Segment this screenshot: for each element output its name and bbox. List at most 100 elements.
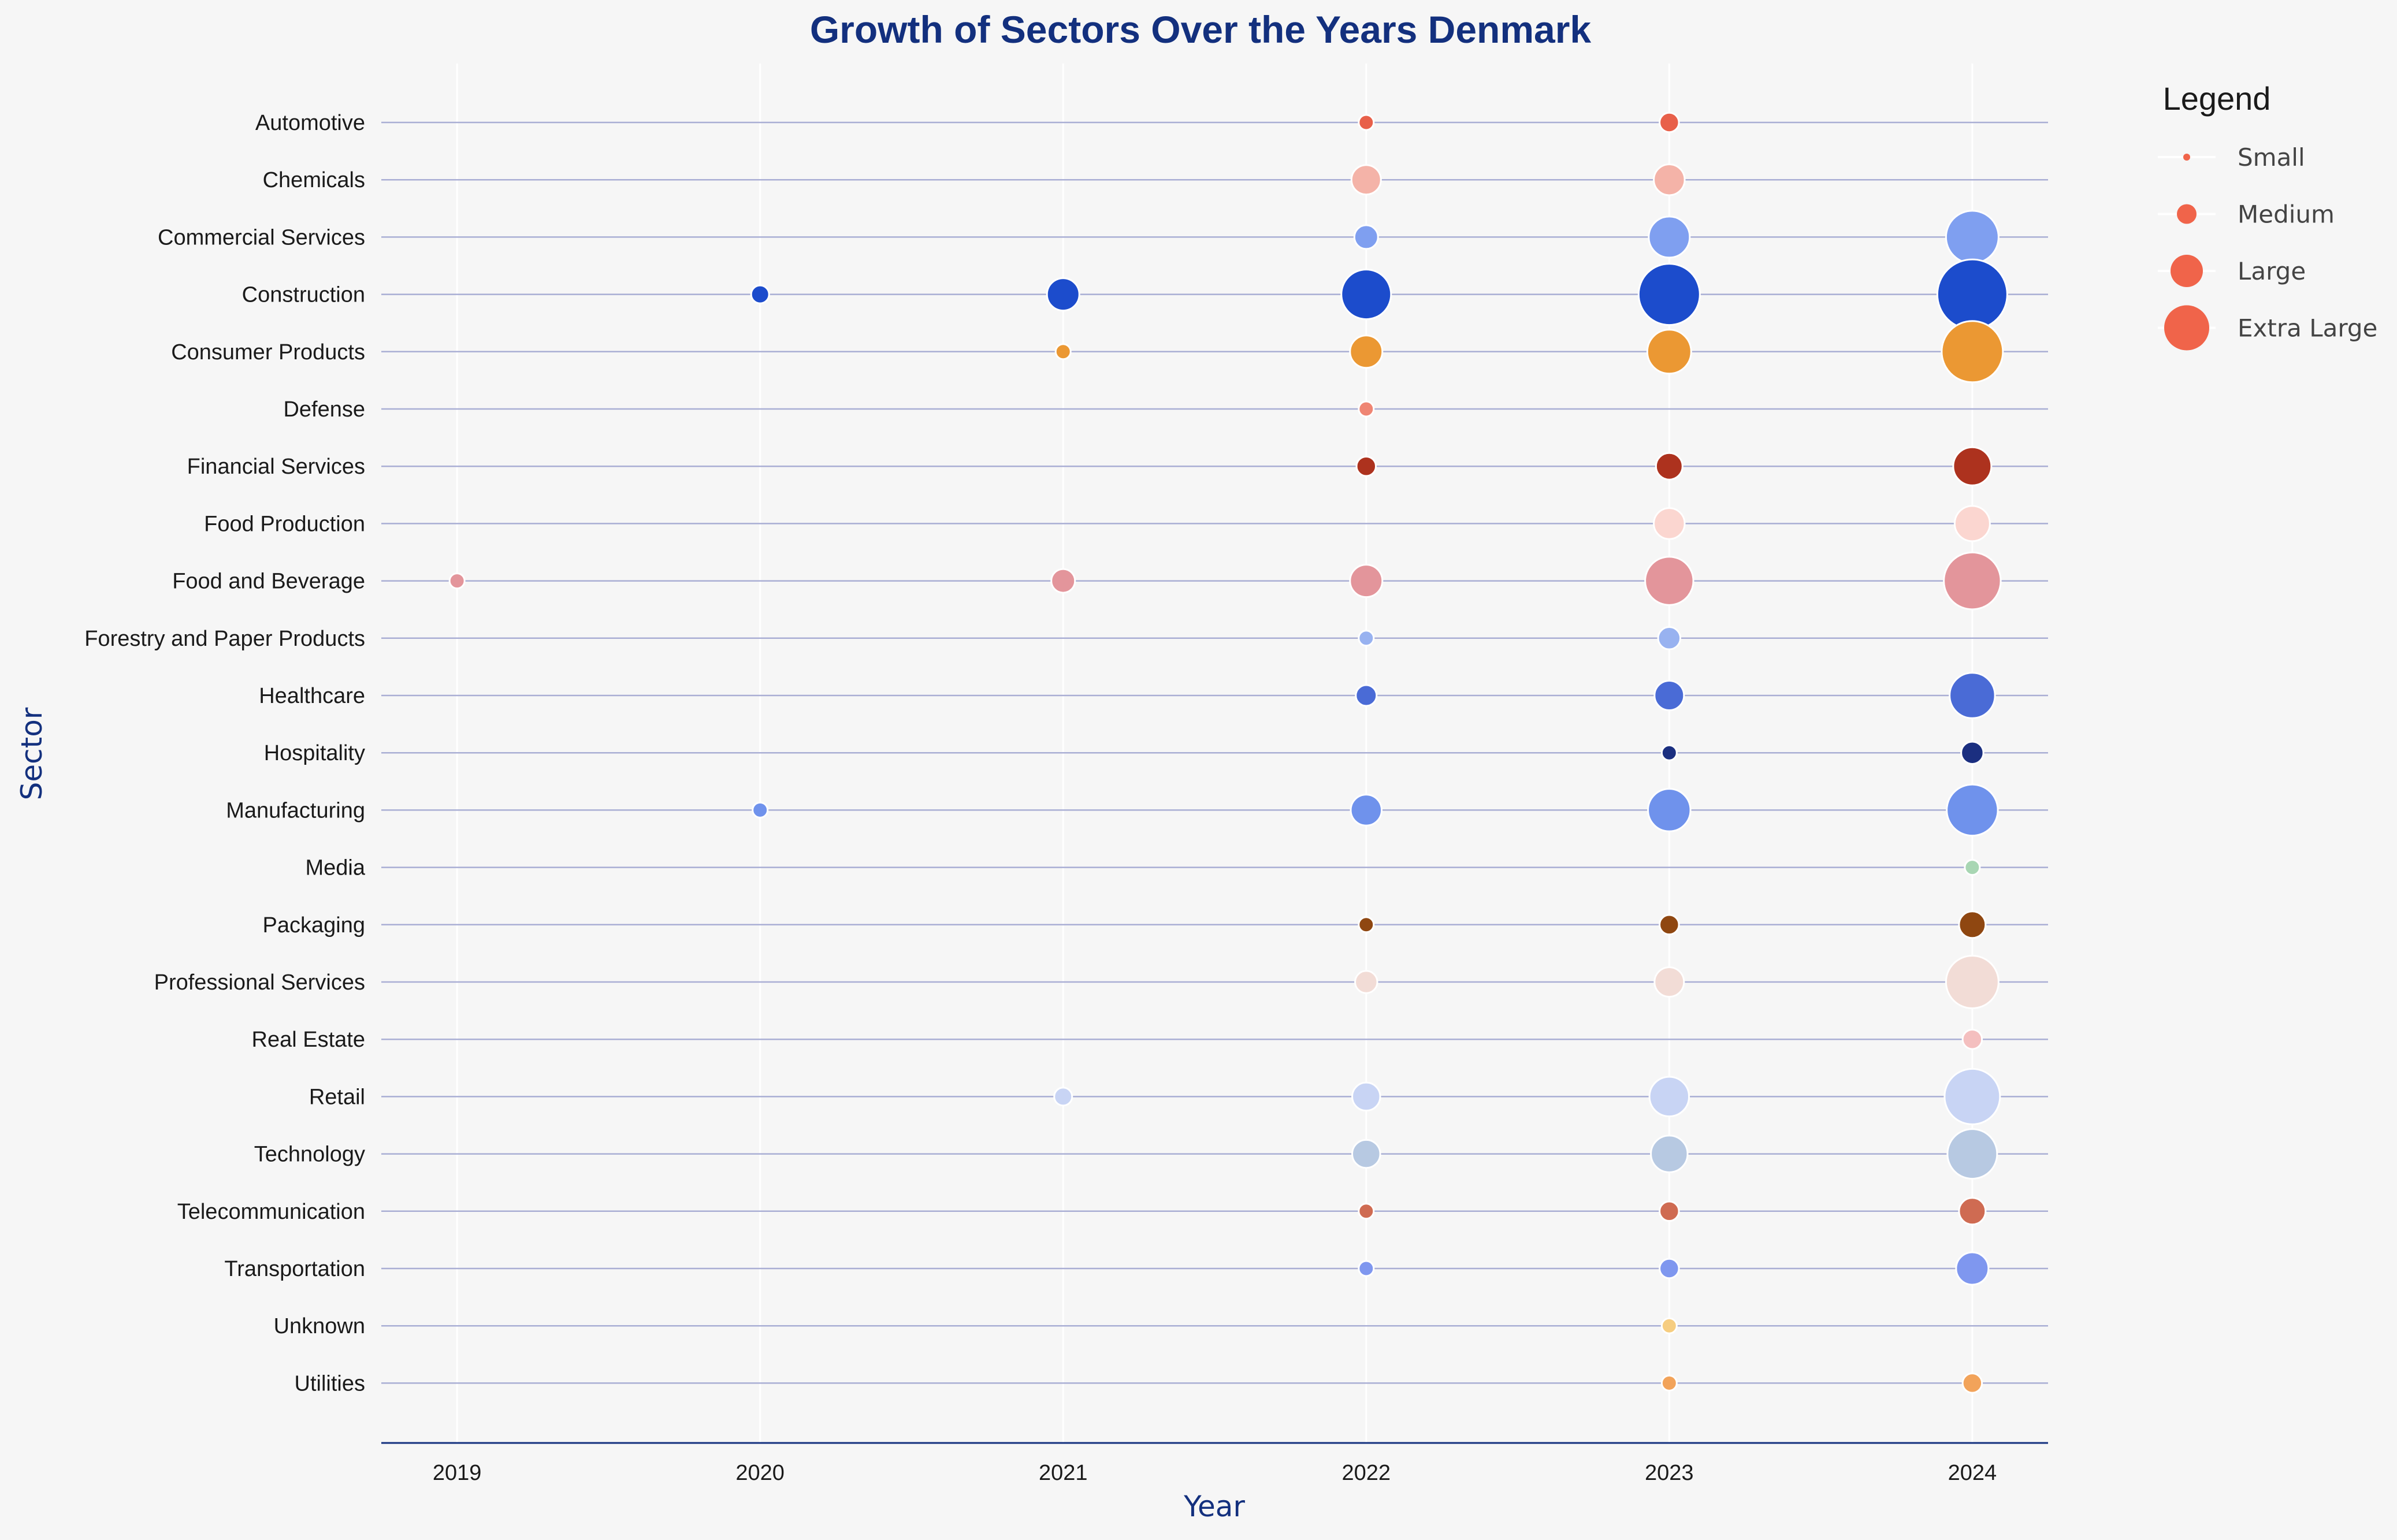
legend-label-large: Large (2238, 257, 2306, 285)
x-tick-2019: 2019 (433, 1461, 482, 1485)
point-food-and-beverage-2024 (1943, 551, 2002, 611)
point-retail-2023 (1648, 1076, 1690, 1118)
y-tick-defense: Defense (283, 397, 365, 422)
x-tick-2020: 2020 (735, 1461, 785, 1485)
y-tick-financial-services: Financial Services (187, 455, 365, 479)
point-packaging-2024 (1958, 910, 1987, 939)
y-tick-food-and-beverage: Food and Beverage (172, 570, 365, 594)
point-food-and-beverage-2019 (448, 572, 466, 590)
point-financial-services-2023 (1655, 452, 1684, 481)
point-financial-services-2024 (1952, 446, 1993, 486)
y-tick-media: Media (306, 856, 366, 880)
x-tick-2023: 2023 (1645, 1461, 1694, 1485)
point-chemicals-2022 (1350, 164, 1382, 196)
y-tick-food-production: Food Production (204, 512, 365, 536)
point-transportation-2022 (1358, 1260, 1375, 1277)
point-financial-services-2022 (1355, 455, 1377, 477)
legend-marker-medium (2177, 204, 2197, 224)
point-telecommunication-2024 (1958, 1197, 1987, 1226)
y-tick-labels: Automotive Chemicals Commercial Services Co… (84, 111, 366, 1396)
point-defense-2022 (1358, 400, 1375, 418)
point-media-2024 (1964, 859, 1981, 876)
legend-title: Legend (2163, 80, 2271, 117)
point-consumer-products-2022 (1349, 334, 1384, 369)
point-construction-2021 (1046, 277, 1080, 312)
y-tick-technology: Technology (254, 1143, 365, 1167)
point-healthcare-2024 (1949, 672, 1996, 719)
x-tick-labels: 2019 2020 2021 2022 2023 2024 (433, 1461, 1997, 1485)
point-hospitality-2024 (1960, 741, 1985, 765)
point-healthcare-2022 (1355, 684, 1378, 707)
y-tick-automotive: Automotive (255, 111, 365, 135)
point-construction-2022 (1340, 269, 1392, 321)
point-utilities-2024 (1961, 1372, 1983, 1394)
y-tick-utilities: Utilities (295, 1371, 365, 1396)
point-professional-services-2024 (1945, 955, 2000, 1009)
y-tick-unknown: Unknown (274, 1314, 365, 1338)
legend-marker-extra-large (2164, 305, 2209, 351)
y-tick-packaging: Packaging (263, 913, 365, 938)
point-construction-2020 (750, 284, 770, 304)
point-retail-2022 (1351, 1081, 1381, 1112)
point-packaging-2023 (1659, 914, 1680, 936)
point-automotive-2022 (1358, 114, 1375, 131)
point-technology-2022 (1351, 1139, 1381, 1169)
point-manufacturing-2020 (752, 801, 769, 819)
point-forestry-and-paper-products-2022 (1358, 630, 1375, 647)
point-professional-services-2022 (1354, 970, 1378, 994)
point-manufacturing-2022 (1350, 794, 1383, 827)
point-professional-services-2023 (1653, 966, 1685, 998)
y-axis-label: Sector (15, 707, 49, 800)
point-utilities-2023 (1660, 1374, 1678, 1392)
point-transportation-2024 (1955, 1251, 1990, 1286)
x-axis-label: Year (1183, 1490, 1245, 1523)
data-points (448, 111, 2008, 1394)
point-technology-2024 (1946, 1128, 1998, 1180)
y-tick-construction: Construction (242, 283, 365, 307)
y-tick-consumer-products: Consumer Products (171, 340, 365, 364)
point-technology-2023 (1650, 1134, 1689, 1173)
y-tick-real-estate: Real Estate (252, 1028, 365, 1052)
point-automotive-2023 (1659, 111, 1680, 133)
point-food-and-beverage-2023 (1644, 556, 1694, 606)
point-real-estate-2024 (1961, 1028, 1983, 1050)
point-food-production-2024 (1953, 505, 1991, 542)
point-food-production-2023 (1653, 507, 1686, 540)
point-forestry-and-paper-products-2023 (1657, 626, 1682, 650)
point-telecommunication-2023 (1659, 1200, 1680, 1222)
y-tick-commercial-services: Commercial Services (158, 225, 365, 250)
legend-label-small: Small (2238, 143, 2305, 172)
point-food-and-beverage-2021 (1050, 568, 1076, 594)
point-unknown-2023 (1660, 1317, 1678, 1334)
legend-marker-large (2171, 255, 2203, 287)
x-tick-2024: 2024 (1948, 1461, 1997, 1485)
point-manufacturing-2023 (1647, 788, 1692, 832)
y-tick-chemicals: Chemicals (263, 168, 365, 192)
point-healthcare-2023 (1653, 680, 1685, 711)
point-manufacturing-2024 (1946, 783, 1999, 837)
point-chemicals-2023 (1653, 163, 1686, 196)
chart-title: Growth of Sectors Over the Years Denmark (810, 8, 1592, 51)
x-tick-2022: 2022 (1341, 1461, 1391, 1485)
y-tick-telecommunication: Telecommunication (177, 1200, 365, 1224)
x-tick-2021: 2021 (1039, 1461, 1088, 1485)
y-tick-healthcare: Healthcare (259, 684, 365, 708)
point-retail-2024 (1943, 1067, 2001, 1125)
legend-label-medium: Medium (2238, 200, 2335, 229)
legend-label-extra-large: Extra Large (2238, 314, 2377, 343)
point-telecommunication-2022 (1358, 1203, 1375, 1220)
point-consumer-products-2024 (1941, 320, 2004, 384)
horizontal-grid (381, 121, 2048, 1384)
legend-marker-small (2183, 154, 2190, 161)
point-hospitality-2023 (1660, 744, 1678, 761)
point-consumer-products-2023 (1646, 329, 1692, 375)
y-tick-manufacturing: Manufacturing (226, 798, 365, 823)
point-construction-2023 (1637, 263, 1701, 326)
point-construction-2024 (1936, 258, 2008, 330)
point-transportation-2023 (1659, 1258, 1680, 1279)
y-tick-retail: Retail (309, 1085, 365, 1109)
legend: Legend Small Medium Large Extra Large (2158, 80, 2377, 351)
y-tick-forestry-and-paper-products: Forestry and Paper Products (84, 627, 365, 651)
